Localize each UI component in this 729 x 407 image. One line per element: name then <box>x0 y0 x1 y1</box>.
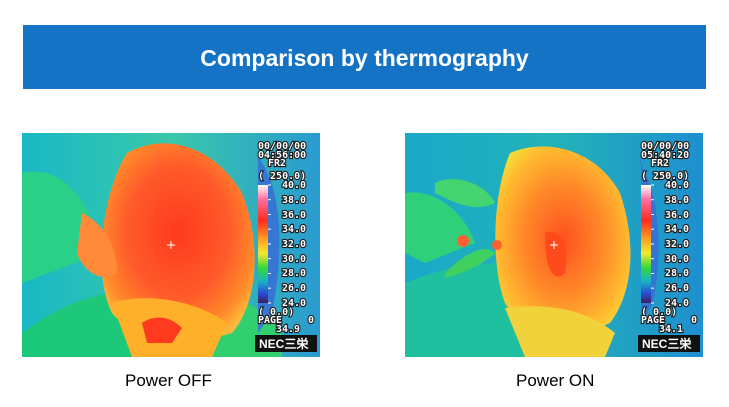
thermograph-power-on: 00/00/00 05:40:20 FR2 ( 250.0) 40.0 38.0… <box>405 133 703 357</box>
frame-label: FR2 <box>651 158 669 169</box>
nec-logo <box>255 335 317 352</box>
scale-tick: 34.0 <box>665 224 689 235</box>
spot-temperature: 34.9 <box>276 324 300 335</box>
scale-tick: 34.0 <box>282 224 306 235</box>
range-high: ( 250.0) <box>258 171 306 182</box>
scale-tick: 40.0 <box>282 180 306 191</box>
crosshair-icon <box>550 241 558 249</box>
thermograph-power-off: 00/00/00 04:56:00 FR2 ( 250.0) 40.0 38.0… <box>22 133 320 357</box>
scale-tick: 28.0 <box>282 268 306 279</box>
scale-tick: 32.0 <box>665 239 689 250</box>
page-number: 0 <box>308 315 314 326</box>
timestamp-date: 00/00/00 <box>258 141 306 152</box>
timestamp-time: 04:56:00 <box>258 150 306 161</box>
scale-tick: 36.0 <box>665 210 689 221</box>
scale-tick: 36.0 <box>282 210 306 221</box>
scale-tick: 38.0 <box>282 195 306 206</box>
timestamp-date: 00/00/00 <box>641 141 689 152</box>
scale-tick: 30.0 <box>665 254 689 265</box>
scale-tick: 24.0 <box>282 298 306 309</box>
scale-tick: 32.0 <box>282 239 306 250</box>
page-label: PAGE <box>641 315 665 326</box>
scale-tick: 26.0 <box>665 283 689 294</box>
nec-logo <box>638 335 700 352</box>
page-number: 0 <box>691 315 697 326</box>
color-scale-bar <box>641 185 651 303</box>
nec-logo-text: NEC三栄 <box>642 336 692 351</box>
crosshair-icon <box>167 241 175 249</box>
nec-logo-text: NEC三栄 <box>259 336 309 351</box>
caption-power-on: Power ON <box>516 371 595 390</box>
page-label: PAGE <box>258 315 282 326</box>
caption-power-off: Power OFF <box>125 371 212 390</box>
range-high: ( 250.0) <box>641 171 689 182</box>
frame-label: FR2 <box>268 158 286 169</box>
scale-tick: 40.0 <box>665 180 689 191</box>
spot-temperature: 34.1 <box>659 324 683 335</box>
range-low: ( 0.0) <box>641 307 677 318</box>
banner-title: Comparison by thermography <box>200 44 529 71</box>
color-scale-bar <box>258 185 268 303</box>
scale-tick: 24.0 <box>665 298 689 309</box>
scale-tick: 38.0 <box>665 195 689 206</box>
timestamp-time: 05:40:20 <box>641 150 689 161</box>
range-low: ( 0.0) <box>258 307 294 318</box>
scale-tick: 30.0 <box>282 254 306 265</box>
scale-tick: 26.0 <box>282 283 306 294</box>
scale-tick: 28.0 <box>665 268 689 279</box>
title-banner: Comparison by thermography <box>23 25 706 89</box>
